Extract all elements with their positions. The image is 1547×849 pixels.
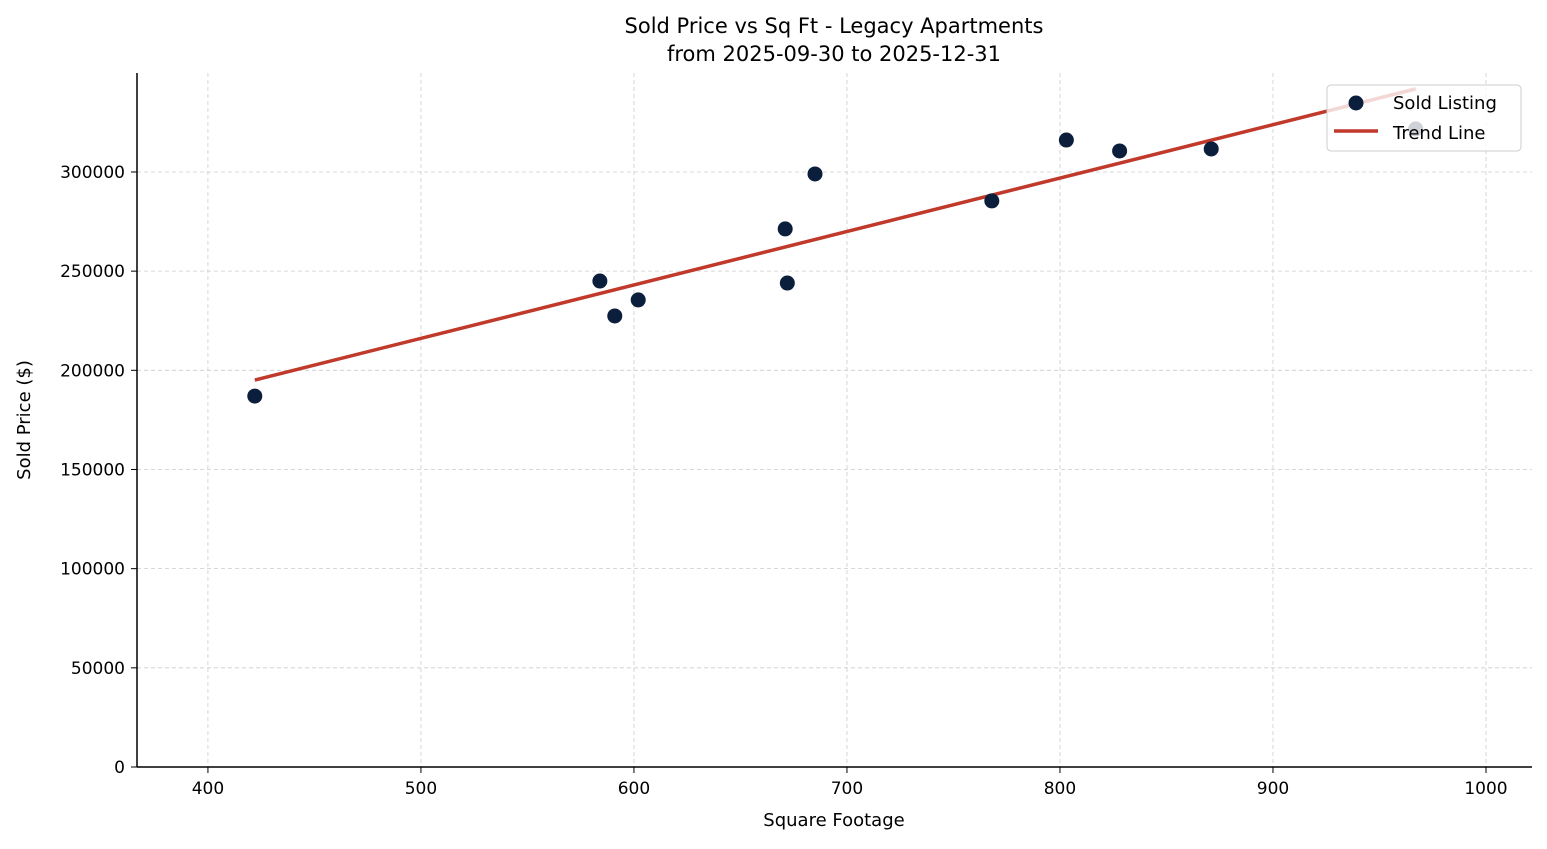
x-tick-label: 500 xyxy=(405,779,437,799)
y-tick-label: 0 xyxy=(114,758,125,778)
data-point xyxy=(247,388,263,404)
points-layer xyxy=(247,121,1424,404)
x-tick-label: 900 xyxy=(1257,779,1289,799)
data-point xyxy=(1058,132,1074,148)
data-point xyxy=(984,193,1000,209)
legend-label-sold-listing: Sold Listing xyxy=(1393,93,1497,114)
x-axis-label: Square Footage xyxy=(763,810,904,831)
axes: 400 500 600 700 800 900 1000 0 50000 100000 150000… xyxy=(60,73,1532,799)
y-tick-label: 150000 xyxy=(60,460,125,480)
y-tick-label: 250000 xyxy=(60,262,125,282)
legend: Sold Listing Trend Line xyxy=(1326,84,1522,152)
x-tick-label: 400 xyxy=(192,779,224,799)
y-axis-label: Sold Price ($) xyxy=(14,360,35,480)
data-point xyxy=(630,292,646,308)
grid xyxy=(137,73,1532,767)
data-point xyxy=(1112,143,1128,159)
y-tick-label: 50000 xyxy=(71,659,125,679)
data-point xyxy=(807,166,823,182)
data-point xyxy=(777,221,793,237)
data-point xyxy=(592,273,608,289)
x-tick-label: 600 xyxy=(618,779,650,799)
y-tick-label: 100000 xyxy=(60,560,125,580)
x-tick-label: 700 xyxy=(831,779,863,799)
y-tick-label: 200000 xyxy=(60,361,125,381)
trend-line-layer xyxy=(254,87,1417,382)
data-point xyxy=(779,275,795,291)
x-tick-label: 800 xyxy=(1044,779,1076,799)
legend-label-trend-line: Trend Line xyxy=(1392,123,1486,144)
data-point xyxy=(1203,141,1219,157)
legend-marker-sold-listing xyxy=(1348,95,1364,111)
data-point xyxy=(607,308,623,324)
y-tick-label: 300000 xyxy=(60,163,125,183)
trend-line xyxy=(254,87,1417,382)
chart-title: Sold Price vs Sq Ft - Legacy Apartments xyxy=(625,14,1044,38)
chart-subtitle: from 2025-09-30 to 2025-12-31 xyxy=(667,42,1001,66)
x-tick-label: 1000 xyxy=(1464,779,1507,799)
legend-box xyxy=(1326,84,1522,152)
